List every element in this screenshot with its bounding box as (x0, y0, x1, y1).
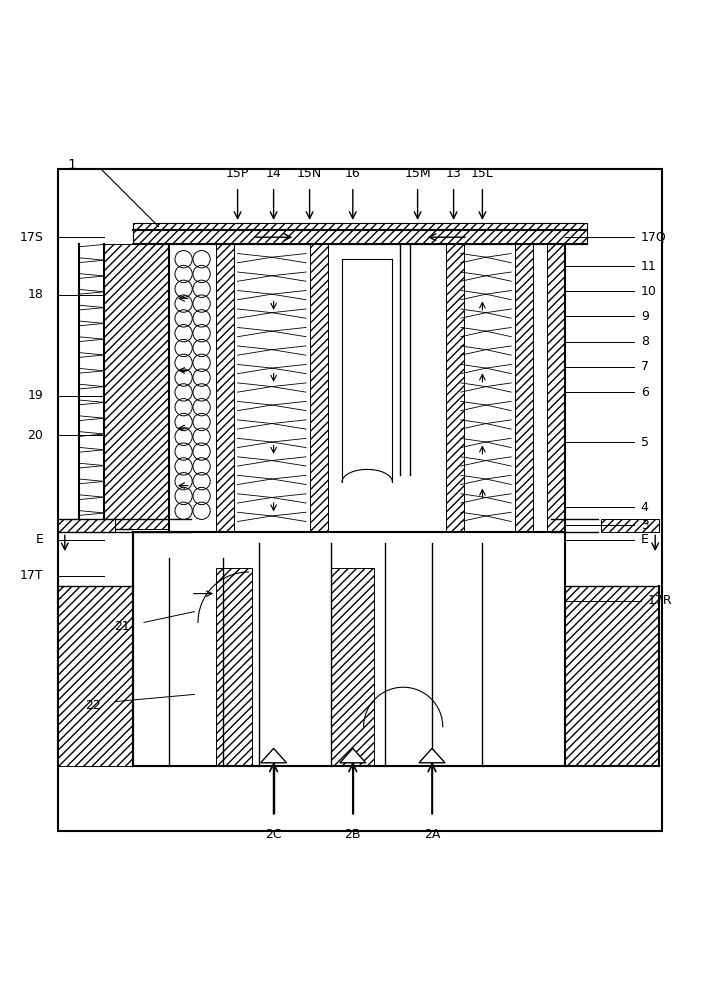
Text: 2C: 2C (265, 828, 282, 841)
Bar (104, 244, 169, 529)
Text: 15M: 15M (405, 167, 431, 180)
Bar (133, 223, 587, 244)
Text: 1: 1 (68, 158, 76, 172)
Bar (565, 586, 659, 766)
Text: 2A: 2A (424, 828, 440, 841)
Text: 6: 6 (641, 385, 649, 398)
Text: 10: 10 (641, 285, 657, 298)
Text: E: E (641, 533, 649, 546)
Text: 15N: 15N (297, 167, 323, 180)
Bar (331, 568, 374, 766)
Bar (58, 586, 133, 766)
Bar (515, 244, 533, 532)
Bar (58, 519, 115, 532)
Text: 15P: 15P (226, 167, 249, 180)
Text: E: E (35, 533, 43, 546)
Text: 2B: 2B (345, 828, 361, 841)
Text: 11: 11 (641, 259, 657, 272)
Text: 17R: 17R (648, 594, 672, 607)
Text: 15L: 15L (471, 167, 494, 180)
Text: 14: 14 (266, 167, 282, 180)
Text: 5: 5 (641, 436, 649, 449)
Text: 9: 9 (641, 310, 649, 323)
Text: 7: 7 (641, 360, 649, 373)
Text: 3: 3 (641, 519, 649, 532)
Text: 17T: 17T (19, 569, 43, 582)
Text: 22: 22 (85, 699, 101, 712)
Bar (58, 169, 662, 831)
Text: 21: 21 (114, 619, 130, 633)
Text: 20: 20 (27, 429, 43, 442)
Bar (547, 244, 565, 532)
Polygon shape (261, 748, 287, 763)
Bar (446, 244, 464, 532)
Text: 17S: 17S (19, 231, 43, 244)
Bar (216, 244, 234, 532)
Bar (310, 244, 328, 532)
Text: 16: 16 (345, 167, 361, 180)
Bar (601, 519, 659, 532)
Text: 19: 19 (27, 389, 43, 402)
Text: 13: 13 (446, 167, 462, 180)
Text: 18: 18 (27, 288, 43, 301)
Polygon shape (419, 748, 445, 763)
Polygon shape (340, 748, 366, 763)
Text: 17Q: 17Q (641, 231, 667, 244)
Text: 4: 4 (641, 501, 649, 514)
Text: 8: 8 (641, 335, 649, 348)
Bar (216, 568, 252, 766)
